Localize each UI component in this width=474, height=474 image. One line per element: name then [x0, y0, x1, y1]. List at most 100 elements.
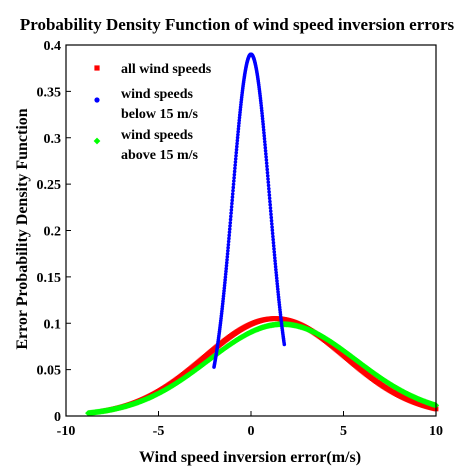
data-point: [223, 272, 228, 277]
data-point: [267, 196, 272, 201]
plot-frame: [65, 44, 437, 417]
y-tick-label: 0.3: [44, 132, 62, 147]
y-tick-label: 0.25: [37, 178, 62, 193]
data-point: [282, 342, 287, 347]
data-point: [222, 289, 226, 293]
data-point: [232, 172, 237, 177]
data-point: [261, 122, 265, 127]
y-tick-label: 0.4: [44, 39, 62, 54]
data-point: [273, 264, 278, 269]
data-point: [230, 192, 235, 196]
data-point: [264, 152, 268, 156]
data-point: [269, 218, 274, 223]
data-point: [267, 193, 272, 197]
data-point: [224, 260, 229, 265]
data-point: [274, 276, 279, 280]
legend-marker: [93, 137, 101, 145]
data-point: [266, 183, 271, 188]
data-point: [270, 231, 275, 236]
legend-label: all wind speeds: [121, 62, 212, 77]
series-1: [212, 52, 287, 369]
x-tick-label: -10: [57, 424, 76, 439]
legend-label: above 15 m/s: [121, 148, 199, 163]
data-point: [268, 206, 273, 210]
data-point: [234, 147, 239, 152]
data-point: [268, 209, 273, 213]
data-point: [226, 248, 230, 253]
data-point: [233, 166, 237, 171]
data-point: [223, 278, 227, 282]
data-point: [260, 111, 264, 116]
data-point: [227, 236, 231, 241]
legend-label: wind speeds: [121, 87, 194, 102]
data-point: [234, 153, 238, 158]
data-point: [229, 208, 234, 212]
data-point: [222, 286, 227, 290]
data-point: [275, 287, 280, 291]
x-tick-label: 10: [429, 424, 443, 439]
data-point: [237, 121, 241, 125]
y-axis-label: Error Probability Density Function: [14, 108, 31, 349]
data-point: [261, 125, 266, 129]
data-point: [265, 164, 269, 169]
series-2: [85, 321, 440, 417]
data-point: [267, 186, 271, 191]
legend-marker: [94, 97, 100, 103]
data-point: [237, 113, 242, 117]
data-point: [262, 136, 267, 141]
data-point: [265, 167, 270, 172]
data-point: [275, 279, 279, 283]
data-point: [261, 119, 265, 124]
data-point: [274, 270, 278, 275]
data-point: [221, 294, 226, 298]
data-point: [275, 281, 280, 286]
data-point: [226, 242, 231, 247]
data-point: [273, 259, 277, 263]
data-point: [275, 284, 280, 289]
data-point: [274, 267, 278, 272]
data-point: [229, 204, 234, 209]
data-point: [273, 256, 277, 260]
data-point: [271, 243, 276, 248]
data-point: [232, 169, 237, 174]
data-point: [223, 280, 227, 285]
data-point: [235, 144, 239, 149]
data-point: [269, 215, 274, 220]
data-point: [260, 114, 265, 118]
legend-label: wind speeds: [121, 128, 194, 143]
x-axis-label: Wind speed inversion error(m/s): [139, 449, 361, 466]
legend-marker: [94, 65, 100, 71]
data-point: [235, 138, 240, 143]
legend-label: below 15 m/s: [121, 107, 199, 122]
data-point: [263, 142, 267, 147]
data-point: [276, 290, 280, 294]
data-point: [261, 128, 266, 132]
data-point: [259, 108, 264, 113]
y-tick-label: 0.15: [37, 271, 62, 286]
data-point: [265, 170, 270, 175]
data-point: [233, 163, 237, 167]
y-tick-label: 0.35: [37, 85, 62, 100]
legend: all wind speeds wind speeds below 15 m/s wi…: [93, 62, 212, 163]
data-point: [227, 233, 231, 238]
data-point: [228, 224, 232, 228]
data-point: [225, 257, 229, 262]
data-point: [265, 174, 270, 178]
x-tick-label: -5: [153, 424, 165, 439]
data-point: [229, 211, 233, 215]
data-point: [228, 217, 233, 222]
data-point: [235, 141, 239, 146]
data-point: [276, 292, 281, 297]
data-point: [227, 230, 232, 235]
y-tick-label: 0.1: [44, 317, 62, 332]
data-point: [225, 254, 230, 259]
data-point: [237, 118, 242, 123]
data-point: [264, 158, 269, 162]
data-point: [272, 250, 277, 254]
data-point: [222, 283, 227, 288]
data-point: [238, 110, 242, 115]
data-point: [263, 145, 268, 150]
data-point: [263, 148, 268, 153]
data-point: [224, 269, 228, 274]
